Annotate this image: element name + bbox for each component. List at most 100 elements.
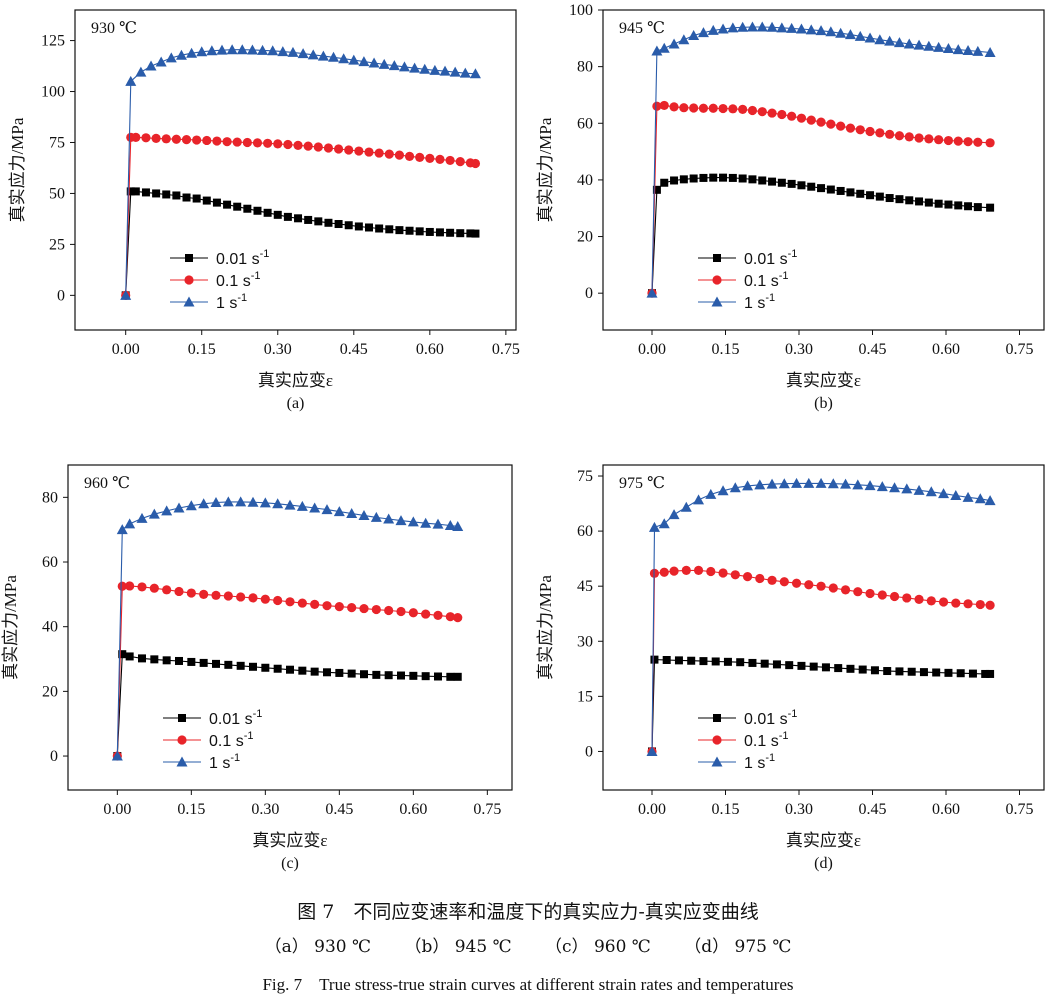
- data-point: [986, 669, 995, 678]
- data-point: [243, 204, 252, 213]
- data-point: [943, 135, 954, 146]
- series-triangle: [120, 44, 481, 300]
- legend-marker: [176, 756, 188, 767]
- data-point: [809, 662, 818, 671]
- y-tick-label: 0: [50, 748, 58, 765]
- data-point: [433, 610, 443, 620]
- data-point: [173, 502, 185, 513]
- data-point: [904, 132, 914, 142]
- data-point: [175, 656, 183, 665]
- y-tick-label: 0: [585, 285, 593, 302]
- data-point: [155, 56, 167, 67]
- legend-marker: [712, 735, 722, 745]
- data-point: [162, 585, 172, 595]
- data-point: [934, 199, 943, 208]
- y-tick-label: 30: [577, 633, 593, 650]
- x-tick-label: 0.45: [340, 341, 368, 358]
- data-point: [816, 581, 826, 591]
- legend-label: 0.01 s-1: [744, 248, 797, 268]
- data-point: [844, 29, 856, 40]
- data-point: [950, 489, 962, 500]
- figure-subcaptions: （a） 930 ℃ （b） 945 ℃ （c） 960 ℃ （d） 975 ℃: [0, 932, 1056, 957]
- data-point: [767, 575, 777, 585]
- data-point: [407, 516, 419, 527]
- data-point: [805, 24, 817, 35]
- data-point: [689, 174, 698, 183]
- temperature-annotation: 930 ℃: [91, 20, 137, 37]
- x-axis-label: 真实应变ε: [258, 371, 333, 390]
- data-point: [223, 200, 232, 209]
- data-point: [962, 491, 974, 502]
- data-point: [858, 665, 867, 674]
- data-point: [668, 509, 680, 520]
- data-point: [383, 513, 395, 524]
- data-point: [964, 202, 973, 211]
- data-point: [902, 593, 912, 603]
- data-point: [855, 125, 865, 135]
- data-point: [398, 61, 410, 72]
- data-point: [865, 126, 875, 137]
- data-point: [445, 155, 455, 166]
- data-point: [449, 66, 461, 77]
- data-point: [212, 136, 222, 146]
- data-point: [925, 486, 937, 497]
- data-point: [420, 517, 432, 528]
- data-point: [314, 217, 323, 226]
- data-point: [711, 657, 720, 666]
- data-point: [236, 592, 246, 602]
- data-point: [973, 137, 983, 147]
- data-point: [681, 565, 691, 575]
- data-point: [148, 508, 160, 519]
- data-point: [259, 497, 271, 508]
- data-point: [125, 75, 137, 86]
- data-point: [919, 668, 928, 677]
- data-point: [807, 182, 816, 191]
- figure-panels: 0.00 0.15 0.30 0.45 0.60 0.75 0 25 50 75 100 125 真实应…: [1, 2, 1045, 872]
- data-point: [748, 175, 757, 184]
- data-point: [951, 598, 961, 608]
- y-tick-label: 0: [585, 743, 593, 760]
- data-point: [415, 152, 425, 162]
- y-tick-label: 75: [49, 134, 65, 151]
- data-point: [870, 666, 879, 675]
- data-point: [359, 603, 369, 614]
- x-tick-label: 0.15: [712, 341, 740, 358]
- data-point: [294, 214, 303, 223]
- data-point: [116, 524, 128, 535]
- data-point: [236, 44, 248, 55]
- series-square: [121, 187, 480, 300]
- data-point: [705, 488, 717, 499]
- data-point: [797, 661, 806, 670]
- data-point: [884, 35, 896, 46]
- data-point: [161, 134, 171, 144]
- legend-item: 0.01 s-1: [698, 708, 797, 728]
- data-point: [187, 657, 196, 666]
- data-point: [202, 196, 211, 205]
- data-point: [845, 123, 856, 133]
- data-point: [263, 138, 273, 148]
- data-point: [273, 139, 283, 149]
- data-point: [907, 667, 916, 676]
- data-point: [856, 189, 865, 198]
- y-tick-label: 45: [577, 578, 593, 595]
- data-point: [131, 132, 141, 142]
- y-tick-label: 15: [577, 688, 593, 705]
- data-point: [199, 658, 208, 667]
- data-point: [952, 44, 964, 55]
- temperature-annotation: 960 ℃: [84, 475, 130, 492]
- data-point: [914, 133, 924, 143]
- data-point: [866, 191, 875, 200]
- data-point: [297, 48, 309, 59]
- data-point: [196, 46, 208, 57]
- data-point: [293, 140, 303, 150]
- data-point: [233, 202, 242, 211]
- data-point: [372, 670, 381, 679]
- data-point: [825, 26, 837, 37]
- data-point: [283, 212, 292, 221]
- data-point: [435, 228, 444, 237]
- y-tick-label: 60: [42, 554, 58, 571]
- data-point: [730, 570, 740, 580]
- data-point: [453, 672, 462, 681]
- data-point: [186, 47, 198, 58]
- data-point: [267, 45, 279, 56]
